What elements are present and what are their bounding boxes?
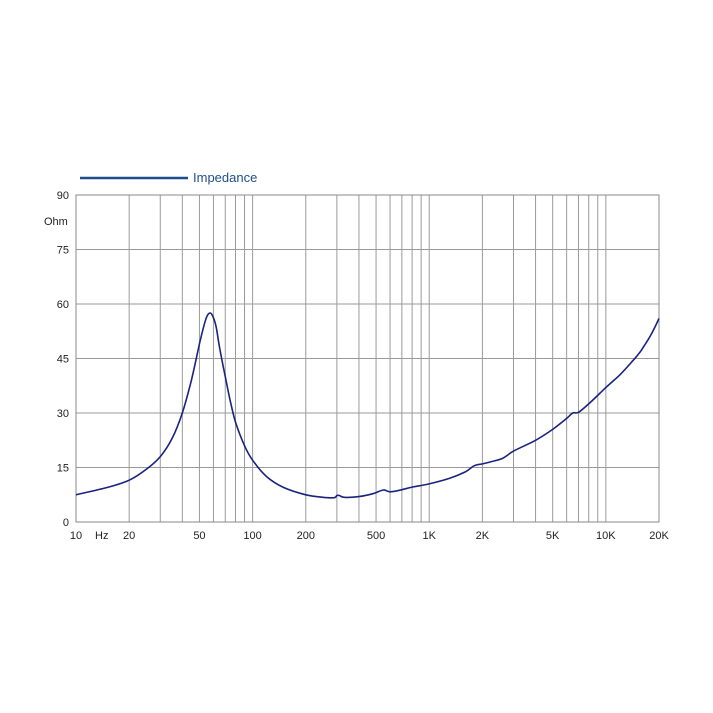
y-tick-label: 75 <box>57 245 69 257</box>
grid <box>75 194 660 523</box>
x-tick-label: 2K <box>476 530 490 542</box>
x-tick-label: 100 <box>243 530 261 542</box>
x-tick-label: 10K <box>596 530 616 542</box>
y-tick-label: 15 <box>57 463 69 475</box>
x-tick-label: 5K <box>546 530 560 542</box>
y-tick-label: 0 <box>63 517 69 529</box>
x-tick-label: 500 <box>367 530 385 542</box>
legend: Impedance <box>80 170 257 185</box>
y-tick-label: 45 <box>57 354 69 366</box>
y-tick-labels: 0 15 30 45 60 75 90 <box>57 190 69 529</box>
x-tick-label: 50 <box>193 530 205 542</box>
impedance-series-line <box>75 312 660 499</box>
x-tick-label: 20 <box>123 530 135 542</box>
x-tick-label: 200 <box>297 530 315 542</box>
y-tick-label: 60 <box>57 299 69 311</box>
x-tick-labels: 10 20 50 100 200 500 1K 2K 5K 10K 20K <box>70 530 670 542</box>
x-tick-label: 20K <box>649 530 669 542</box>
x-tick-label: 1K <box>422 530 436 542</box>
y-axis-unit-label: Ohm <box>44 216 68 228</box>
x-axis-unit-label: Hz <box>95 530 108 542</box>
x-tick-label: 10 <box>70 530 82 542</box>
plot-frame <box>75 194 660 523</box>
legend-label-impedance: Impedance <box>193 170 257 185</box>
y-tick-label: 30 <box>57 408 69 420</box>
y-tick-label: 90 <box>57 190 69 202</box>
